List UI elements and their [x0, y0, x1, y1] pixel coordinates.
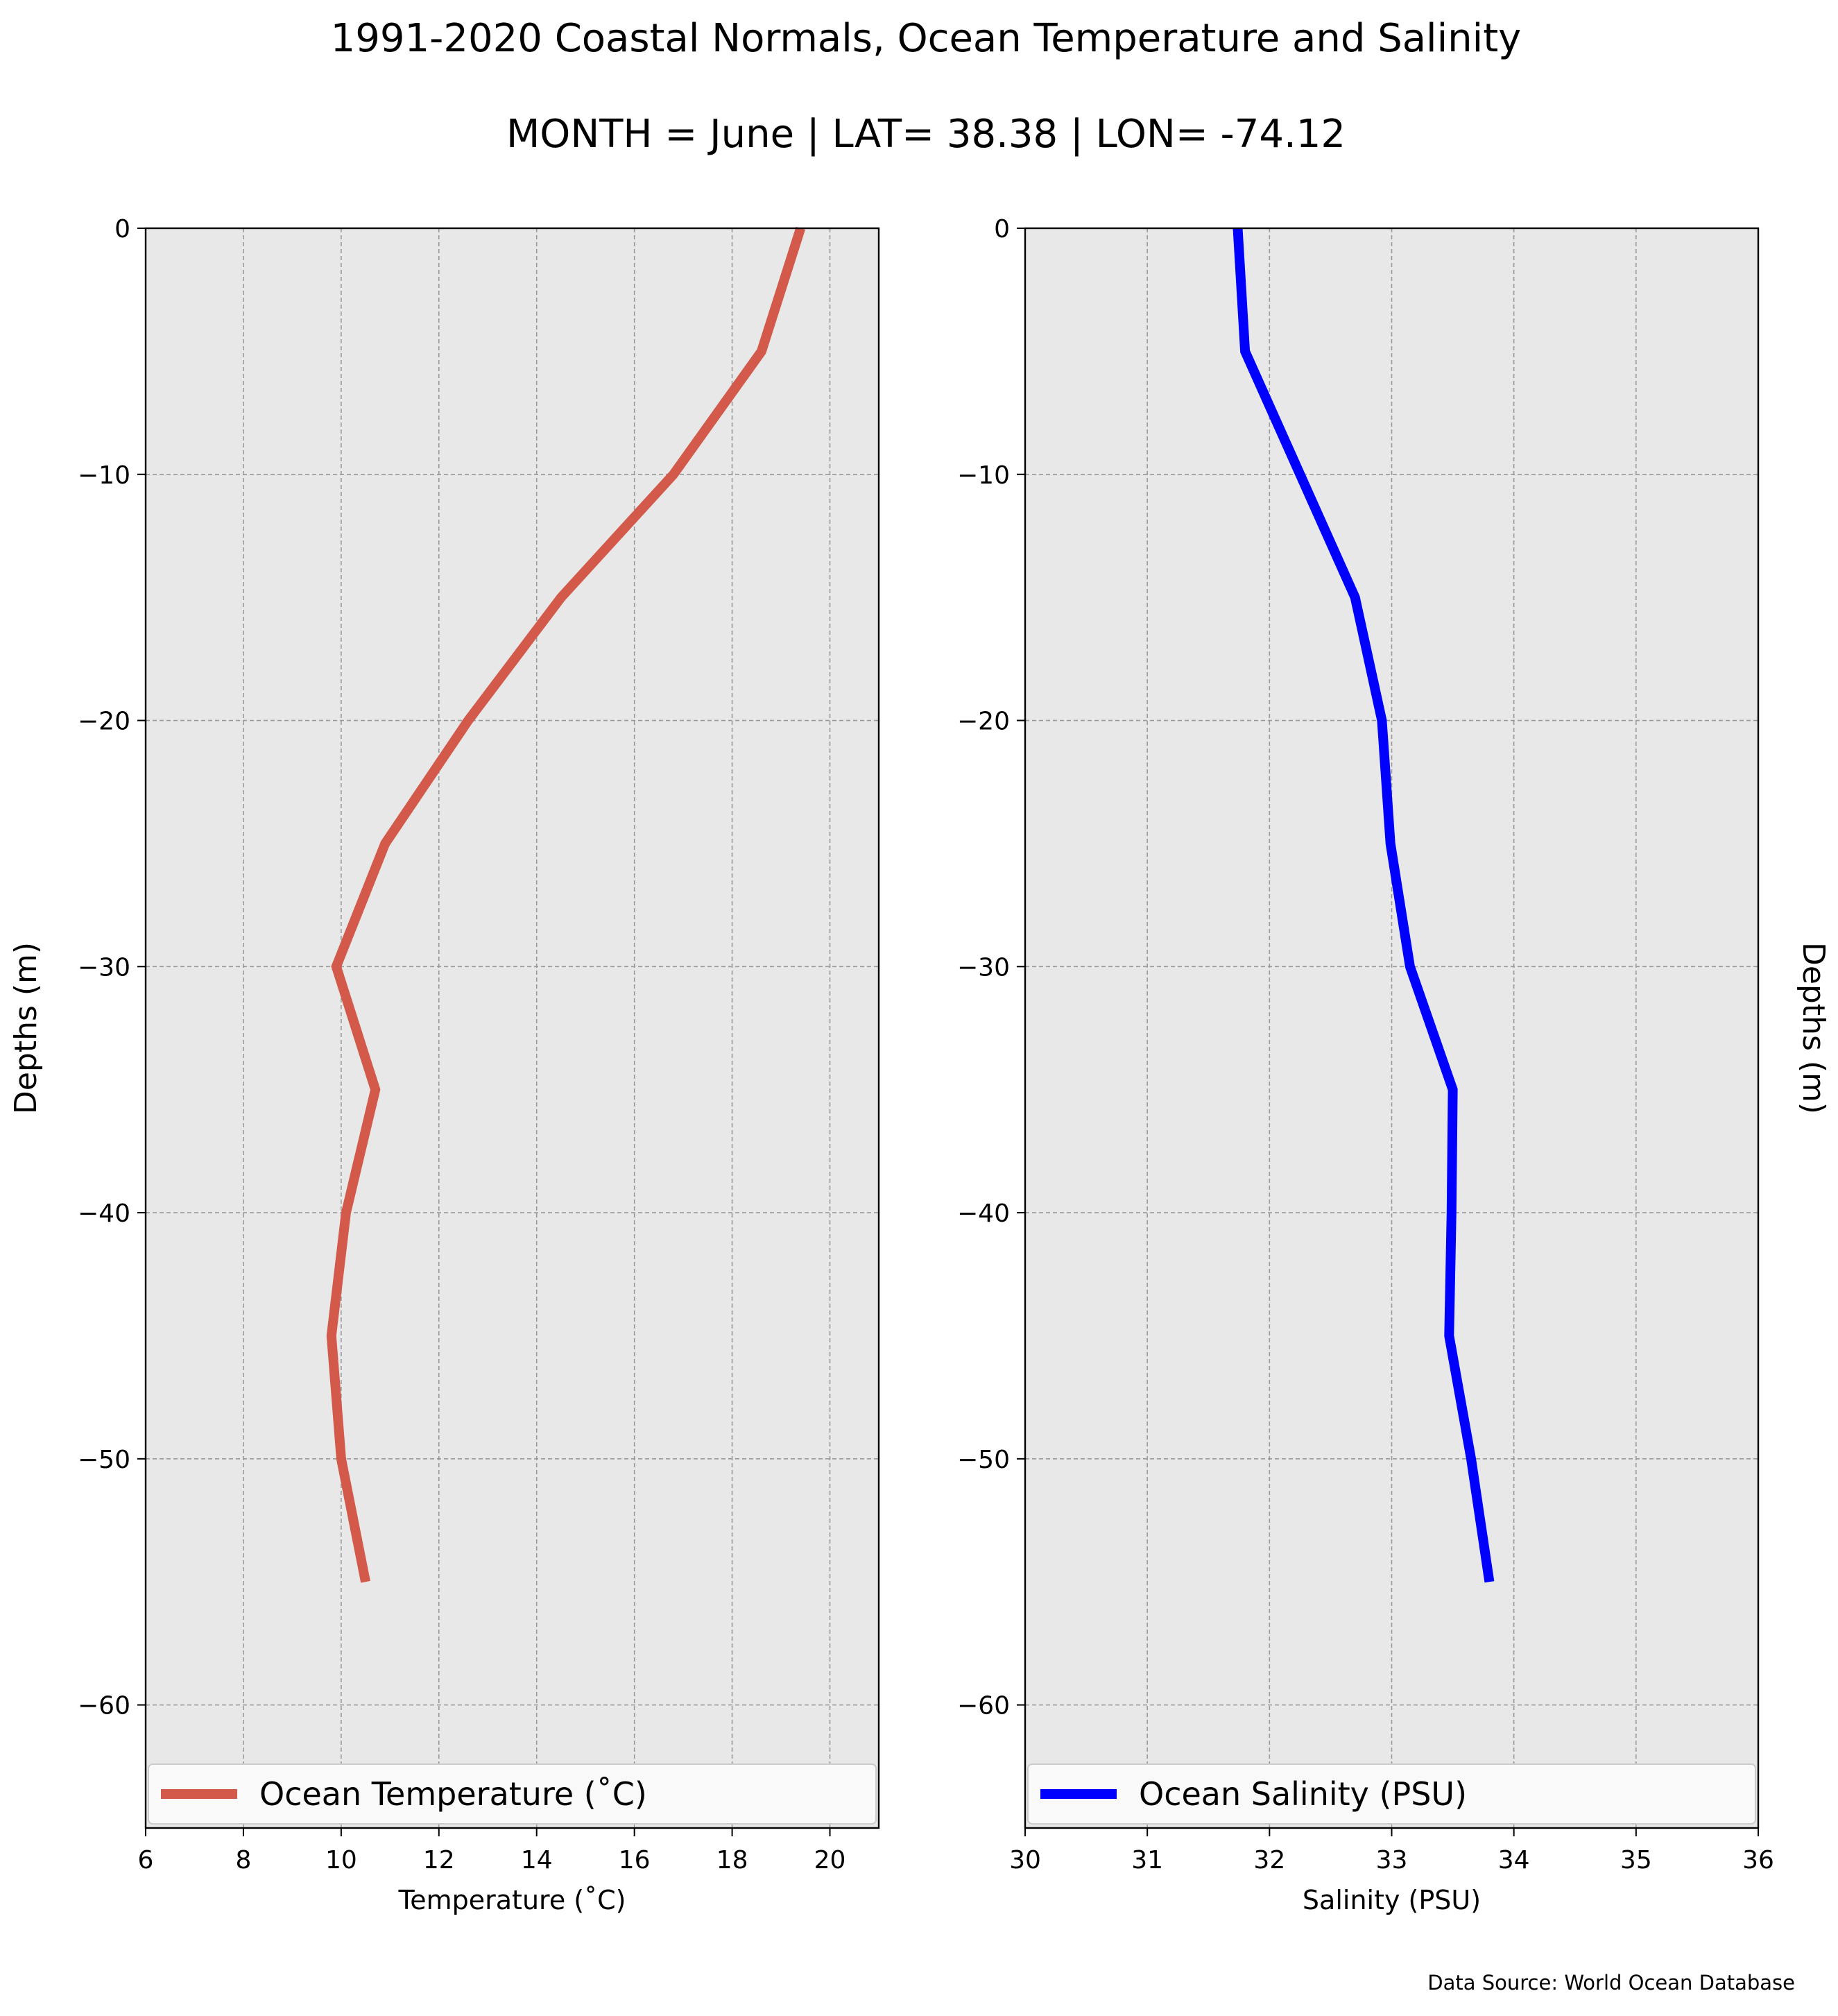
temp-x-tick-label: 18	[716, 1846, 748, 1874]
temp-series-line	[326, 226, 805, 1583]
temp-y-axis-label: Depths (m)	[8, 942, 44, 1114]
sal-y-tick-label: −40	[957, 1199, 1010, 1228]
temp-y-tick-label: −50	[78, 1446, 130, 1474]
sal-axes-frame	[1024, 227, 1760, 1829]
sal-x-tick-label: 31	[1131, 1846, 1163, 1874]
sal-x-tick-label: 30	[1009, 1846, 1041, 1874]
temp-y-tick-label: −60	[78, 1692, 130, 1720]
sal-x-tick-label: 36	[1742, 1846, 1774, 1874]
sal-y-tick-label: 0	[994, 215, 1010, 244]
sal-y-tick-label: −50	[957, 1446, 1010, 1474]
sal-x-tick-label: 35	[1620, 1846, 1652, 1874]
temp-legend	[148, 1763, 877, 1825]
sal-y-tick-label: −10	[957, 461, 1010, 490]
temp-x-tick-label: 14	[521, 1846, 553, 1874]
sal-x-tick-label: 32	[1253, 1846, 1285, 1874]
sal-y-axis-label: Depths (m)	[1796, 942, 1831, 1114]
temp-plot-area	[146, 228, 879, 1828]
temp-x-tick-label: 20	[814, 1846, 846, 1874]
sal-x-axis-label: Salinity (PSU)	[1303, 1885, 1481, 1915]
temp-legend-label: Ocean Temperature (˚C)	[259, 1775, 647, 1813]
figure-subtitle: MONTH = June | LAT= 38.38 | LON= -74.12	[506, 112, 1346, 157]
temp-axes-frame	[144, 227, 880, 1829]
temp-y-tick-label: −40	[78, 1199, 130, 1228]
salinity-chart: 30 31 32 33 34 35 36 0 −10 −20 −30 −40 −50 −60 Ocean S…	[957, 215, 1831, 1915]
temp-x-tick-label: 16	[619, 1846, 651, 1874]
sal-series-line	[1233, 228, 1495, 1583]
temperature-chart: 6 8 10 12 14 16 18 20 0 −10 −20 −30 −40 −50 −60 Ocean T…	[8, 215, 880, 1915]
temp-y-tick-label: −30	[78, 953, 130, 982]
temp-y-tick-label: 0	[114, 215, 130, 244]
temp-x-tick-label: 10	[325, 1846, 357, 1874]
figure-title: 1991-2020 Coastal Normals, Ocean Tempera…	[331, 16, 1522, 61]
temp-x-tick-label: 8	[235, 1846, 251, 1874]
sal-y-tick-label: −60	[957, 1692, 1010, 1720]
sal-y-tick-label: −20	[957, 708, 1010, 736]
sal-legend	[1027, 1763, 1756, 1825]
temp-y-tick-label: −20	[78, 708, 130, 736]
temp-x-tick-label: 12	[423, 1846, 455, 1874]
sal-x-tick-label: 34	[1498, 1846, 1530, 1874]
sal-x-tick-label: 33	[1376, 1846, 1408, 1874]
temp-y-tick-label: −10	[78, 461, 130, 490]
sal-y-tick-label: −30	[957, 953, 1010, 982]
temp-x-tick-label: 6	[138, 1846, 154, 1874]
data-source-note: Data Source: World Ocean Database	[1427, 1971, 1795, 1994]
temp-x-axis-label: Temperature (˚C)	[398, 1885, 626, 1915]
sal-legend-label: Ocean Salinity (PSU)	[1139, 1775, 1467, 1813]
